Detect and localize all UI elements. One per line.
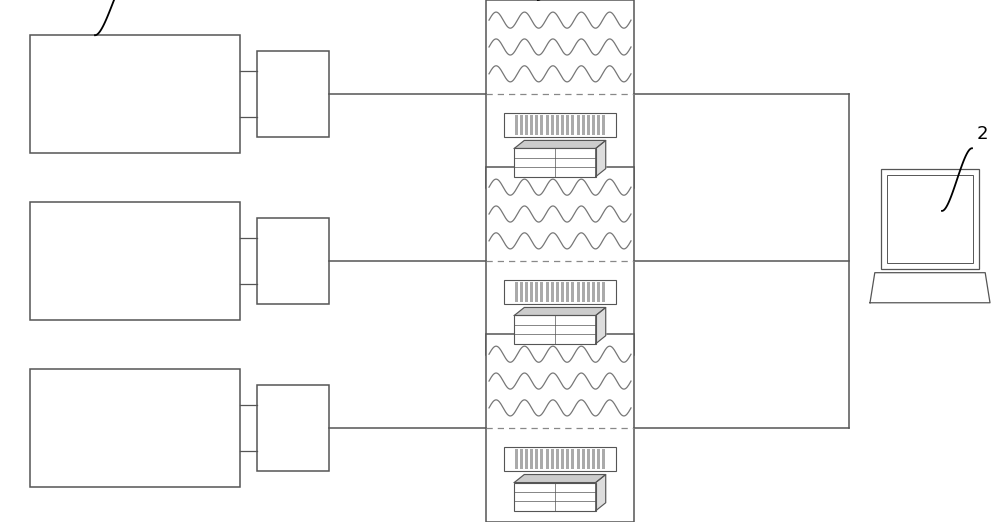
Bar bbox=[587, 115, 590, 135]
Bar bbox=[881, 169, 979, 269]
Polygon shape bbox=[596, 307, 606, 343]
Bar bbox=[592, 282, 595, 302]
Bar bbox=[30, 370, 240, 487]
Bar bbox=[556, 282, 559, 302]
Bar bbox=[561, 282, 564, 302]
Bar bbox=[566, 115, 569, 135]
Bar bbox=[514, 482, 596, 511]
Polygon shape bbox=[514, 474, 606, 482]
Bar bbox=[582, 449, 585, 469]
Bar bbox=[577, 282, 580, 302]
Bar bbox=[520, 115, 523, 135]
Bar bbox=[486, 167, 634, 355]
Bar bbox=[602, 115, 605, 135]
Bar bbox=[520, 282, 523, 302]
Bar bbox=[535, 115, 538, 135]
Polygon shape bbox=[596, 140, 606, 176]
Bar bbox=[577, 115, 580, 135]
Bar bbox=[535, 282, 538, 302]
Bar bbox=[582, 115, 585, 135]
Bar bbox=[257, 218, 329, 304]
Bar bbox=[525, 449, 528, 469]
Bar bbox=[515, 115, 518, 135]
Polygon shape bbox=[596, 474, 606, 511]
Bar bbox=[571, 115, 574, 135]
Polygon shape bbox=[514, 307, 606, 315]
Bar bbox=[486, 0, 634, 188]
Bar bbox=[602, 282, 605, 302]
Bar bbox=[540, 282, 543, 302]
Bar bbox=[551, 449, 554, 469]
Polygon shape bbox=[514, 140, 606, 148]
Text: 2: 2 bbox=[977, 125, 988, 143]
Bar bbox=[525, 115, 528, 135]
Bar bbox=[515, 449, 518, 469]
Bar bbox=[566, 282, 569, 302]
Bar bbox=[561, 449, 564, 469]
Bar bbox=[561, 115, 564, 135]
Bar bbox=[504, 280, 616, 304]
Bar bbox=[582, 282, 585, 302]
Bar bbox=[546, 449, 549, 469]
Bar bbox=[515, 282, 518, 302]
Bar bbox=[577, 449, 580, 469]
Bar bbox=[257, 385, 329, 471]
Bar bbox=[504, 113, 616, 137]
Bar bbox=[486, 334, 634, 522]
Bar bbox=[592, 115, 595, 135]
Bar bbox=[571, 449, 574, 469]
Bar bbox=[551, 282, 554, 302]
Bar bbox=[571, 282, 574, 302]
Bar bbox=[556, 115, 559, 135]
Bar bbox=[551, 115, 554, 135]
Bar bbox=[504, 447, 616, 471]
Bar bbox=[540, 449, 543, 469]
Bar bbox=[520, 449, 523, 469]
Bar bbox=[597, 449, 600, 469]
Bar bbox=[597, 115, 600, 135]
Polygon shape bbox=[870, 272, 990, 303]
Bar bbox=[597, 282, 600, 302]
Bar bbox=[546, 115, 549, 135]
Bar bbox=[530, 115, 533, 135]
Bar bbox=[530, 449, 533, 469]
Bar bbox=[602, 449, 605, 469]
Bar bbox=[30, 202, 240, 319]
Bar bbox=[546, 282, 549, 302]
Bar bbox=[887, 175, 973, 264]
Bar bbox=[514, 315, 596, 343]
Bar bbox=[30, 35, 240, 153]
Bar bbox=[556, 449, 559, 469]
Bar bbox=[540, 115, 543, 135]
Bar bbox=[257, 51, 329, 137]
Bar bbox=[587, 449, 590, 469]
Bar bbox=[514, 148, 596, 176]
Bar bbox=[587, 282, 590, 302]
Bar bbox=[566, 449, 569, 469]
Bar bbox=[530, 282, 533, 302]
Bar bbox=[525, 282, 528, 302]
Bar bbox=[592, 449, 595, 469]
Bar bbox=[535, 449, 538, 469]
